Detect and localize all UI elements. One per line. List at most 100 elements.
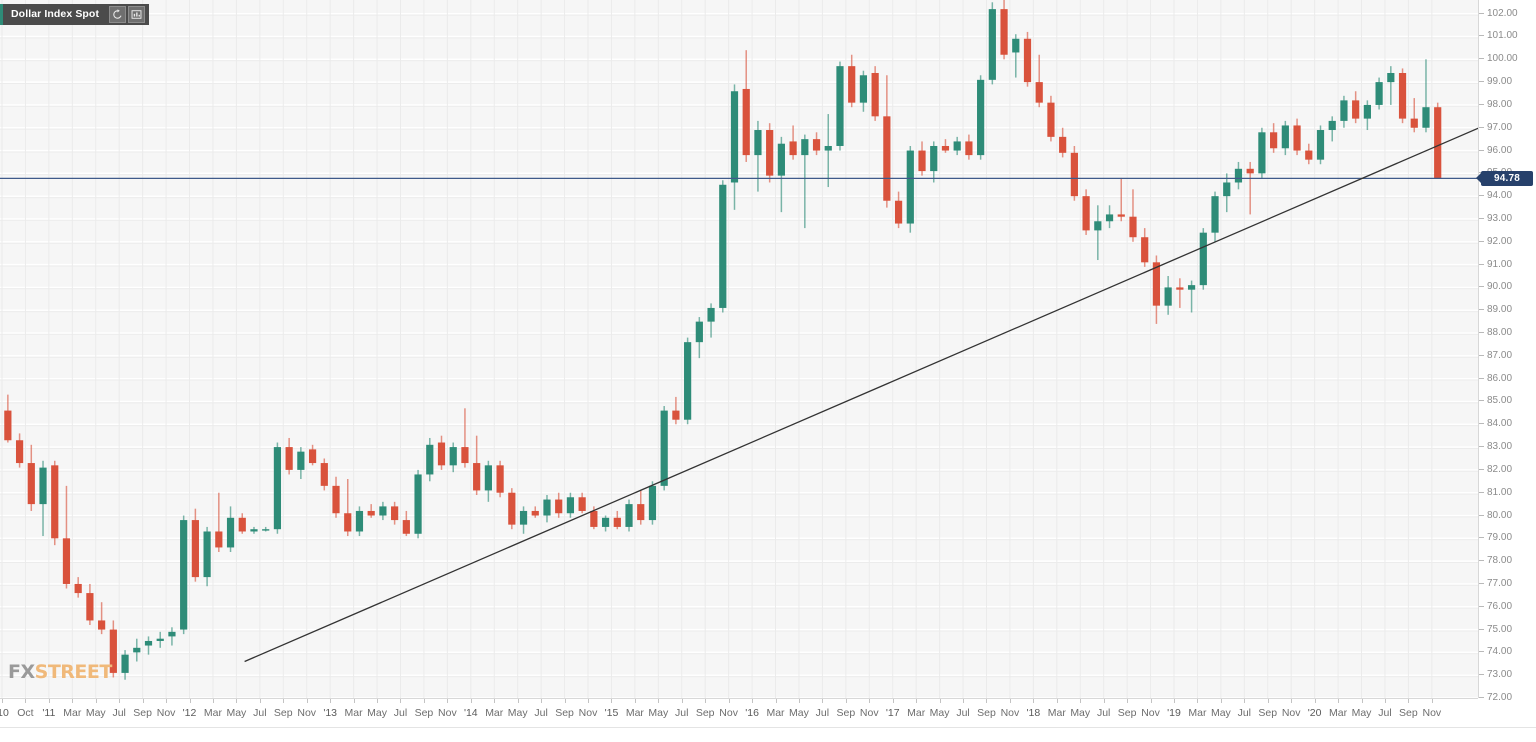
time-axis-label: Jul xyxy=(1096,707,1111,719)
time-axis-tick xyxy=(1408,699,1410,703)
current-price-value: 94.78 xyxy=(1493,172,1521,184)
price-axis-label: 99.00 xyxy=(1487,76,1513,88)
tick-mark xyxy=(1479,12,1484,14)
price-axis-label: 79.00 xyxy=(1487,532,1513,544)
time-axis-tick xyxy=(1314,699,1316,703)
time-axis-tick xyxy=(236,699,238,703)
refresh-icon[interactable] xyxy=(109,6,127,23)
time-axis-tick xyxy=(752,699,754,703)
chart-plot-area[interactable]: FXSTREET xyxy=(0,0,1478,698)
time-axis-tick xyxy=(25,699,27,703)
chart-settings-icon[interactable] xyxy=(128,6,146,23)
price-axis-label: 91.00 xyxy=(1487,258,1513,270)
time-axis-label: '18 xyxy=(1026,707,1041,719)
time-axis-label: Jul xyxy=(253,707,267,719)
time-axis-tick xyxy=(1127,699,1129,703)
time-axis-label: Mar xyxy=(1329,707,1348,719)
watermark-fx-text: FX xyxy=(8,661,35,683)
time-axis-tick xyxy=(400,699,402,703)
price-axis-label: 94.00 xyxy=(1487,190,1513,202)
chart-grid xyxy=(1,0,1433,698)
time-axis-tick xyxy=(658,699,660,703)
time-axis-tick xyxy=(1361,699,1363,703)
time-axis-tick xyxy=(1431,699,1433,703)
time-axis-label: '19 xyxy=(1167,707,1181,719)
time-axis-label: Nov xyxy=(438,707,457,719)
time-axis-tick xyxy=(1244,699,1246,703)
time-axis-label: Oct xyxy=(17,707,34,719)
title-bar-body: Dollar Index Spot xyxy=(3,4,150,25)
time-axis-tick xyxy=(681,699,683,703)
time-axis-tick xyxy=(494,699,496,703)
time-axis-label: Mar xyxy=(203,707,222,719)
time-axis-tick xyxy=(775,699,777,703)
time-axis-tick xyxy=(1150,699,1152,703)
time-axis-label: Nov xyxy=(859,707,879,719)
time-axis-tick xyxy=(728,699,730,703)
time-axis-label: '20 xyxy=(1307,707,1322,719)
time-axis-label: Sep xyxy=(977,707,996,719)
time-axis-tick xyxy=(1384,699,1386,703)
time-axis-tick xyxy=(869,699,871,703)
time-axis-label: '12 xyxy=(182,707,197,719)
tick-mark xyxy=(1479,35,1484,37)
time-axis-tick xyxy=(705,699,707,703)
time-axis-tick xyxy=(1197,699,1199,703)
time-axis-tick xyxy=(470,699,472,703)
price-axis-label: 80.00 xyxy=(1487,509,1513,521)
price-axis-label: 100.00 xyxy=(1487,53,1518,65)
time-axis-tick xyxy=(634,699,636,703)
time-axis-tick xyxy=(798,699,800,703)
time-axis-tick xyxy=(939,699,941,703)
price-axis-label: 102.00 xyxy=(1487,7,1518,19)
time-axis-label: May xyxy=(507,707,528,719)
time-axis-tick xyxy=(72,699,74,703)
time-axis-tick xyxy=(212,699,214,703)
time-axis-label: Sep xyxy=(836,707,856,719)
time-axis-label: Mar xyxy=(63,707,82,719)
time-axis-label: '15 xyxy=(604,707,619,719)
time-axis-tick xyxy=(95,699,97,703)
chart-settings-glyph xyxy=(131,10,142,19)
tick-mark xyxy=(1479,377,1484,379)
time-axis-label: Nov xyxy=(1281,707,1301,719)
tick-mark xyxy=(1479,491,1484,493)
time-axis-label: May xyxy=(789,707,809,719)
time-axis-label: Sep xyxy=(133,707,152,719)
symbol-name-label: Dollar Index Spot xyxy=(11,8,100,20)
price-axis-label: 92.00 xyxy=(1487,235,1513,247)
time-axis-tick xyxy=(1220,699,1222,703)
time-axis-tick xyxy=(166,699,168,703)
price-axis-label: 101.00 xyxy=(1487,30,1518,42)
time-axis-tick xyxy=(611,699,613,703)
price-axis-label: 89.00 xyxy=(1487,304,1513,316)
tick-mark xyxy=(1479,537,1484,539)
time-axis-tick xyxy=(447,699,449,703)
tick-mark xyxy=(1479,195,1484,197)
tick-mark xyxy=(1479,126,1484,128)
chart-overlays[interactable] xyxy=(0,0,1478,698)
price-axis-label: 78.00 xyxy=(1487,555,1513,567)
time-axis-tick xyxy=(845,699,847,703)
time-axis-label: May xyxy=(367,707,387,719)
time-axis-tick xyxy=(1009,699,1011,703)
time-axis-tick xyxy=(1267,699,1269,703)
time-axis-tick xyxy=(283,699,285,703)
current-price-badge: 94.78 xyxy=(1476,170,1533,186)
tick-mark xyxy=(1479,81,1484,83)
price-axis[interactable]: 94.78 102.00 101.00 100.00 99.00 98.00 97.00 9… xyxy=(1476,0,1536,703)
time-axis-tick xyxy=(1033,699,1035,703)
time-axis-tick xyxy=(48,699,50,703)
tick-mark xyxy=(1479,149,1484,151)
time-axis-tick xyxy=(353,699,355,703)
time-axis-tick xyxy=(1080,699,1082,703)
price-axis-label: 76.00 xyxy=(1487,600,1513,612)
time-axis-label: Sep xyxy=(1117,707,1137,719)
time-axis-label: Mar xyxy=(344,707,363,719)
tick-mark xyxy=(1479,423,1484,425)
time-axis-tick xyxy=(1174,699,1175,703)
tick-mark xyxy=(1479,446,1484,448)
tick-mark xyxy=(1479,103,1484,105)
time-axis-label: Nov xyxy=(297,707,317,719)
time-axis-label: May xyxy=(1070,707,1091,719)
